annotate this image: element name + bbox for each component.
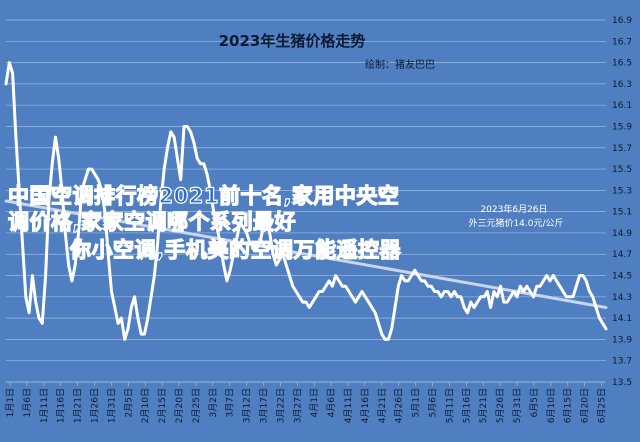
x-tick-label: 5月21日	[478, 388, 489, 423]
x-tick-label: 2月20日	[174, 388, 185, 423]
x-tick-label: 4月1日	[309, 388, 320, 417]
x-tick-label: 2月5日	[123, 388, 134, 417]
x-tick-label: 2月10日	[140, 388, 151, 423]
y-tick-label: 14.1	[612, 314, 632, 324]
x-tick-label: 3月27日	[292, 388, 303, 423]
y-tick-label: 16.9	[612, 16, 632, 26]
x-tick-label: 1月26日	[90, 388, 101, 423]
y-tick-label: 15.1	[612, 208, 632, 218]
x-tick-label: 5月1日	[411, 388, 422, 417]
x-tick-label: 3月17日	[259, 388, 270, 423]
x-tick-label: 1月1日	[5, 388, 16, 417]
annotation-date: 2023年6月26日	[480, 203, 547, 215]
x-tick-label: 6月15日	[563, 388, 574, 423]
y-tick-label: 15.7	[612, 144, 632, 154]
x-tick-label: 5月6日	[428, 388, 439, 417]
x-tick-label: 3月22日	[275, 388, 286, 423]
x-tick-label: 3月12日	[242, 388, 253, 423]
y-tick-label: 15.3	[612, 186, 632, 196]
y-tick-label: 15.5	[612, 165, 632, 175]
chart-subtitle: 绘制：猪友巴巴	[365, 58, 435, 71]
x-tick-label: 6月25日	[597, 388, 608, 423]
x-tick-label: 3月2日	[208, 388, 219, 417]
y-tick-label: 14.7	[612, 250, 632, 260]
x-tick-label: 3月7日	[225, 388, 236, 417]
x-tick-label: 5月16日	[461, 388, 472, 423]
x-tick-label: 6月10日	[546, 388, 557, 423]
y-tick-label: 13.5	[612, 378, 632, 388]
x-tick-label: 4月11日	[343, 388, 354, 423]
x-tick-label: 1月6日	[22, 388, 33, 417]
watermark-line-2: 调价格,家家空调哪个系列最好	[7, 209, 296, 234]
x-tick-label: 1月31日	[106, 388, 117, 423]
watermark-line-3: 你小空调,手机美的空调万能遥控器	[69, 237, 401, 262]
y-tick-label: 15.9	[612, 122, 632, 132]
x-tick-label: 1月11日	[39, 388, 50, 423]
x-tick-label: 1月21日	[73, 388, 84, 423]
x-tick-label: 4月21日	[377, 388, 388, 423]
x-tick-label: 5月26日	[495, 388, 506, 423]
watermark-line-1: 中国空调排行榜2021前十名,家用中央空	[7, 183, 400, 208]
x-tick-label: 1月16日	[56, 388, 67, 423]
y-tick-label: 14.9	[612, 229, 632, 239]
x-tick-label: 4月6日	[326, 388, 337, 417]
y-tick-label: 16.1	[612, 101, 632, 111]
x-tick-label: 5月31日	[512, 388, 523, 423]
x-tick-label: 2月25日	[191, 388, 202, 423]
y-tick-label: 13.7	[612, 357, 632, 367]
y-tick-label: 16.7	[612, 37, 632, 47]
y-tick-label: 14.3	[612, 293, 632, 303]
annotation-price: 外三元猪价14.0元/公斤	[468, 217, 563, 229]
x-tick-label: 2月15日	[157, 388, 168, 423]
x-tick-label: 4月26日	[394, 388, 405, 423]
y-tick-label: 13.9	[612, 335, 632, 345]
y-tick-label: 16.5	[612, 59, 632, 69]
price-series-line	[4, 61, 608, 341]
x-tick-label: 5月11日	[444, 388, 455, 423]
y-tick-label: 14.5	[612, 272, 632, 282]
x-tick-label: 6月5日	[529, 388, 540, 417]
y-tick-label: 16.3	[612, 80, 632, 90]
x-tick-label: 6月20日	[580, 388, 591, 423]
chart-title: 2023年生猪价格走势	[219, 32, 366, 50]
x-tick-label: 4月16日	[360, 388, 371, 423]
